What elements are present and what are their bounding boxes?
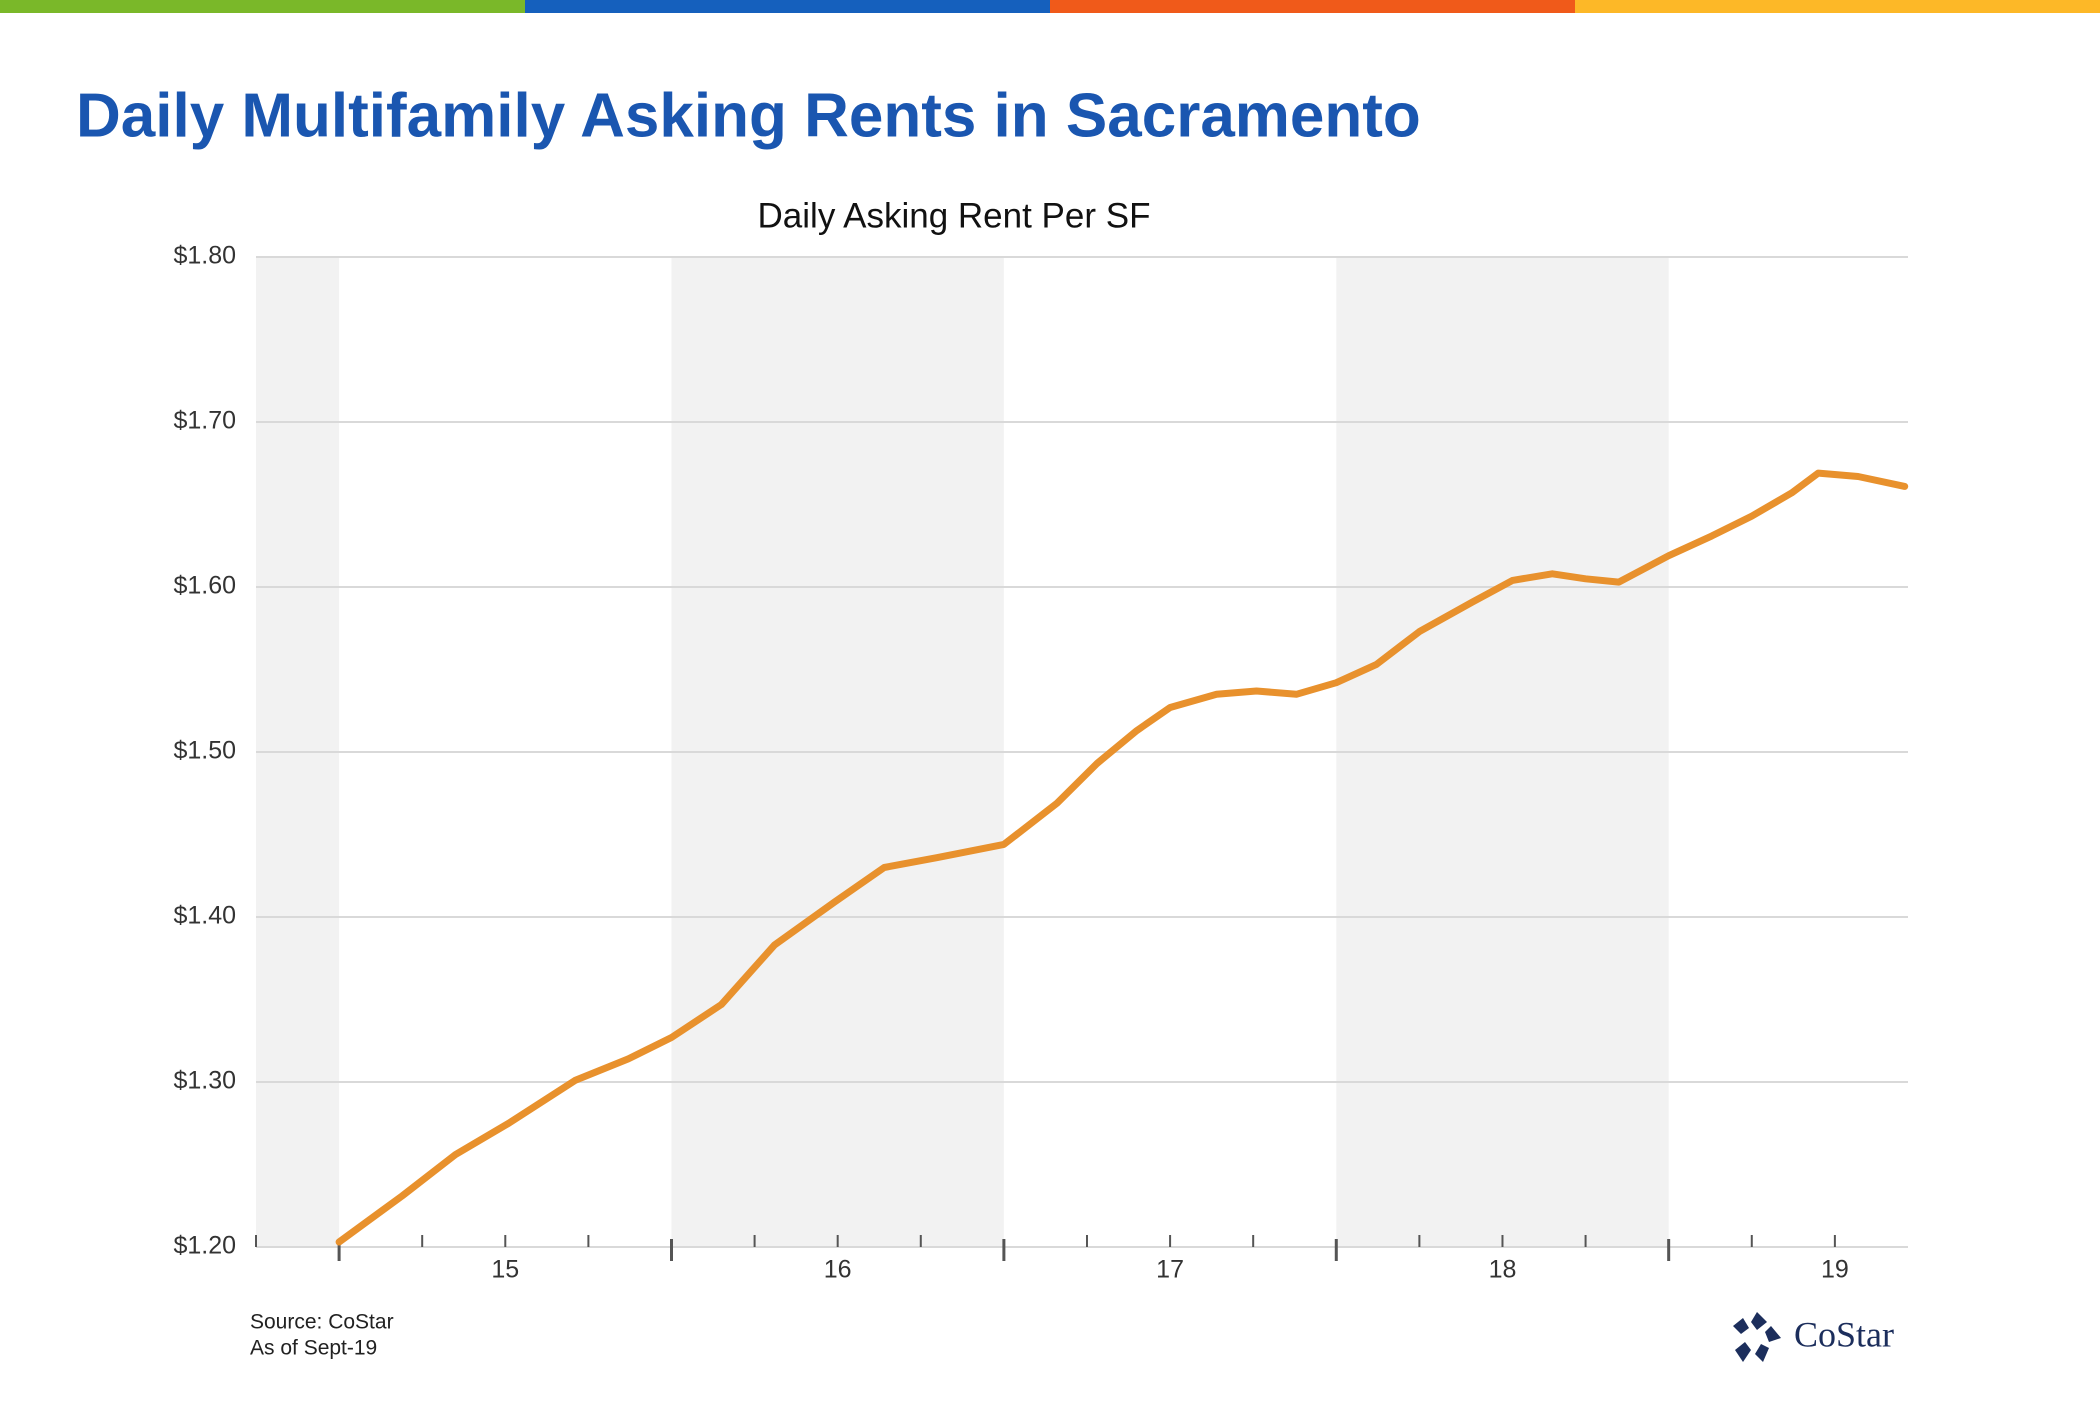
slide-title: Daily Multifamily Asking Rents in Sacram…: [76, 81, 1421, 150]
rent-line: [335, 469, 1909, 1246]
y-tick-label: $1.70: [173, 407, 236, 435]
top-bar: [1575, 0, 2100, 13]
x-tick-label: 16: [824, 1256, 852, 1284]
top-bar: [0, 0, 525, 13]
x-tick-label: 18: [1489, 1256, 1517, 1284]
y-tick-label: $1.30: [173, 1067, 236, 1095]
x-tick-label: 19: [1821, 1256, 1849, 1284]
plot: $1.20 $1.30 $1.40 $1.50 $1.60 $1.70 $1.80 15 16 1…: [173, 242, 1909, 1284]
y-tick-label: $1.20: [173, 1232, 236, 1260]
x-tick-label: 17: [1156, 1256, 1184, 1284]
source: Source: CoStar: [250, 1311, 394, 1334]
y-tick-label: $1.50: [173, 737, 236, 765]
top-bar: [525, 0, 1050, 13]
top-bar: [1050, 0, 1575, 13]
logo-icon: [1733, 1312, 1781, 1362]
x-tick-label: 15: [491, 1256, 519, 1284]
y-tick-label: $1.60: [173, 572, 236, 600]
logo-text: CoStar: [1794, 1314, 1894, 1354]
y-tick-label: $1.80: [173, 242, 236, 270]
y-tick-label: $1.40: [173, 902, 236, 930]
date-note: As of Sept-19: [250, 1337, 377, 1360]
chart-title: Daily Asking Rent Per SF: [758, 196, 1151, 235]
